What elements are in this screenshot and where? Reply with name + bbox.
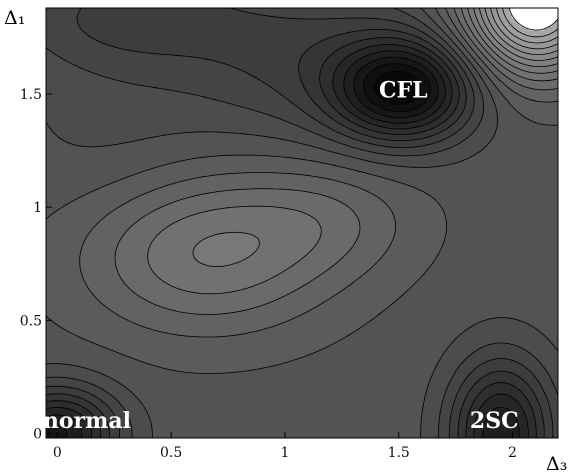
contour-line: [114, 7, 559, 315]
y-tick-label: 1: [33, 200, 42, 216]
y-tick-label: 1.5: [20, 87, 42, 103]
contour-line: [363, 63, 431, 112]
contour-line: [45, 7, 559, 374]
annotation-normal: normal: [43, 408, 131, 434]
contour-line: [45, 29, 545, 439]
y-axis-label: Δ₁: [4, 7, 25, 29]
x-axis-label: Δ₃: [546, 453, 567, 475]
annotation-cfl: CFL: [379, 78, 428, 104]
contour-line: [484, 7, 559, 55]
annotations: CFL 2SC normal: [43, 78, 519, 434]
contour-line: [490, 7, 559, 50]
contour-line: [45, 50, 520, 439]
contour-line: [192, 7, 559, 267]
contour-line: [479, 7, 559, 61]
contour-line: [45, 7, 554, 439]
x-tick-label: 0: [53, 445, 62, 461]
contour-line: [473, 7, 559, 67]
contour-line: [79, 7, 559, 338]
x-tick-label: 0.5: [160, 445, 182, 461]
contour-line: [45, 44, 529, 439]
contour-line: [45, 7, 559, 439]
x-axis: 0 0.5 1 1.5 2: [53, 432, 517, 461]
contour-line: [45, 37, 537, 439]
contour-lines: [45, 7, 559, 439]
y-axis: 0 0.5 1 1.5: [20, 87, 52, 442]
contour-line: [374, 70, 422, 105]
annotation-2sc: 2SC: [470, 408, 519, 434]
contour-line: [47, 56, 439, 439]
x-tick-label: 1: [280, 445, 289, 461]
x-tick-label: 2: [508, 445, 517, 461]
y-tick-label: 0.5: [20, 313, 42, 329]
contour-line: [147, 7, 559, 295]
contour-line: [496, 7, 559, 44]
y-tick-label: 0: [33, 426, 42, 442]
contour-field: [46, 8, 558, 438]
contour-line: [502, 7, 559, 38]
plot-frame: [45, 7, 559, 439]
contour-line: [508, 7, 559, 31]
contour-line: [45, 7, 559, 439]
x-tick-label: 1.5: [388, 445, 410, 461]
